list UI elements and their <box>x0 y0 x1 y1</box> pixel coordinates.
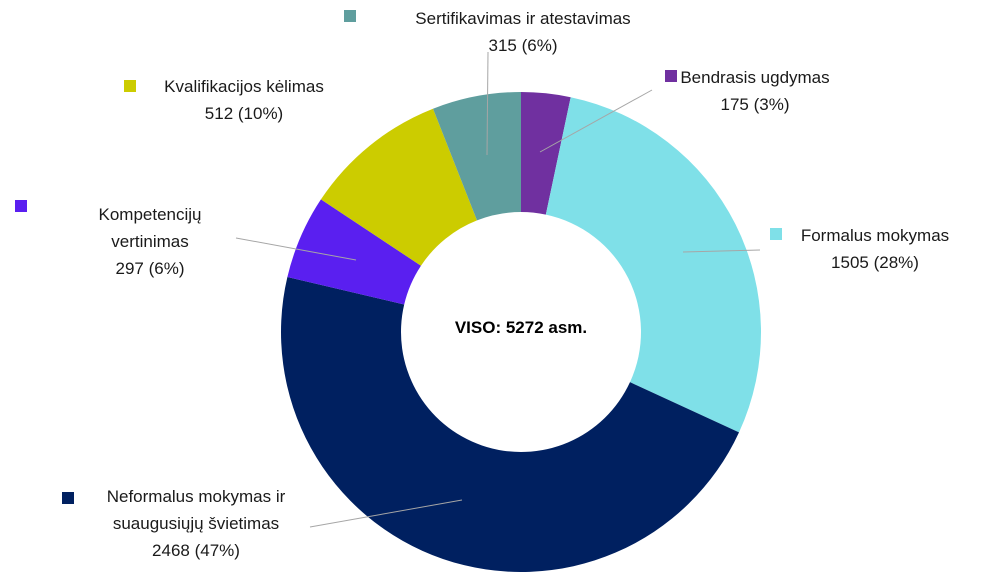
data-label: Kompetencijų vertinimas 297 (6%) <box>70 201 230 282</box>
data-label: Formalus mokymas 1505 (28%) <box>780 222 970 276</box>
leader-line <box>682 249 761 253</box>
legend-marker <box>770 228 782 240</box>
value-label: 297 (6%) <box>115 259 185 278</box>
data-label: Sertifikavimas ir atestavimas 315 (6%) <box>378 5 668 59</box>
legend-marker <box>344 10 356 22</box>
value-label: 2468 (47%) <box>152 541 240 560</box>
leader-line <box>309 499 463 528</box>
data-label: Bendrasis ugdymas 175 (3%) <box>660 64 850 118</box>
leader-line <box>235 237 357 261</box>
category-label: Bendrasis ugdymas <box>680 68 830 87</box>
legend-marker <box>15 200 27 212</box>
leader-line <box>539 89 653 153</box>
value-label: 175 (3%) <box>720 95 790 114</box>
donut-slice <box>287 199 421 305</box>
leader-line <box>486 51 489 156</box>
legend-marker <box>665 70 677 82</box>
donut-slice <box>521 92 571 215</box>
data-label: Neformalus mokymas ir suaugusiųjų švieti… <box>78 483 314 564</box>
donut-slice <box>433 92 521 221</box>
data-label: Kvalifikacijos kėlimas 512 (10%) <box>134 73 354 127</box>
category-label: Sertifikavimas ir atestavimas <box>415 9 631 28</box>
donut-slice <box>545 97 761 433</box>
category-label: Kvalifikacijos kėlimas <box>164 77 324 96</box>
category-label: Neformalus mokymas ir suaugusiųjų švieti… <box>106 487 286 533</box>
category-label: Kompetencijų vertinimas <box>98 205 202 251</box>
center-label: VISO: 5272 asm. <box>454 318 588 337</box>
value-label: 1505 (28%) <box>831 253 919 272</box>
value-label: 512 (10%) <box>204 104 284 123</box>
legend-marker <box>62 492 74 504</box>
category-label: Formalus mokymas <box>800 226 950 245</box>
donut-slice <box>320 108 478 266</box>
value-label: 315 (6%) <box>488 36 558 55</box>
donut-slice <box>281 277 740 572</box>
legend-marker <box>124 80 136 92</box>
